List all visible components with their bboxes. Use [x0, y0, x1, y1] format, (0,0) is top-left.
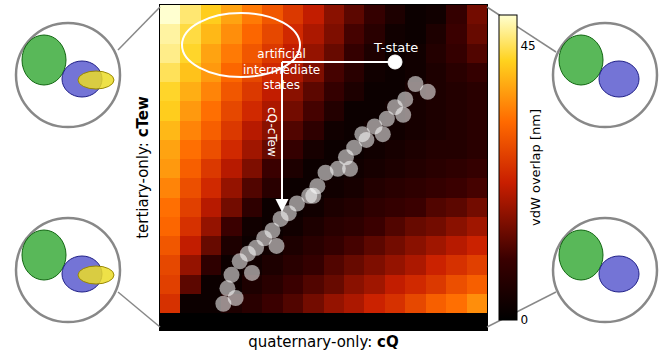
svg-text:artificialintermediatestates: artificialintermediatestates	[243, 47, 320, 92]
svg-text:tertiary-only: cTew: tertiary-only: cTew	[134, 96, 152, 239]
svg-text:0: 0	[520, 313, 528, 327]
svg-text:cQ-cTew: cQ-cTew	[265, 107, 279, 157]
svg-text:45: 45	[520, 39, 535, 53]
svg-text:T-state: T-state	[373, 40, 418, 55]
svg-text:quaternary-only: cQ: quaternary-only: cQ	[248, 333, 399, 351]
svg-text:vdW overlap [nm]: vdW overlap [nm]	[528, 109, 543, 226]
